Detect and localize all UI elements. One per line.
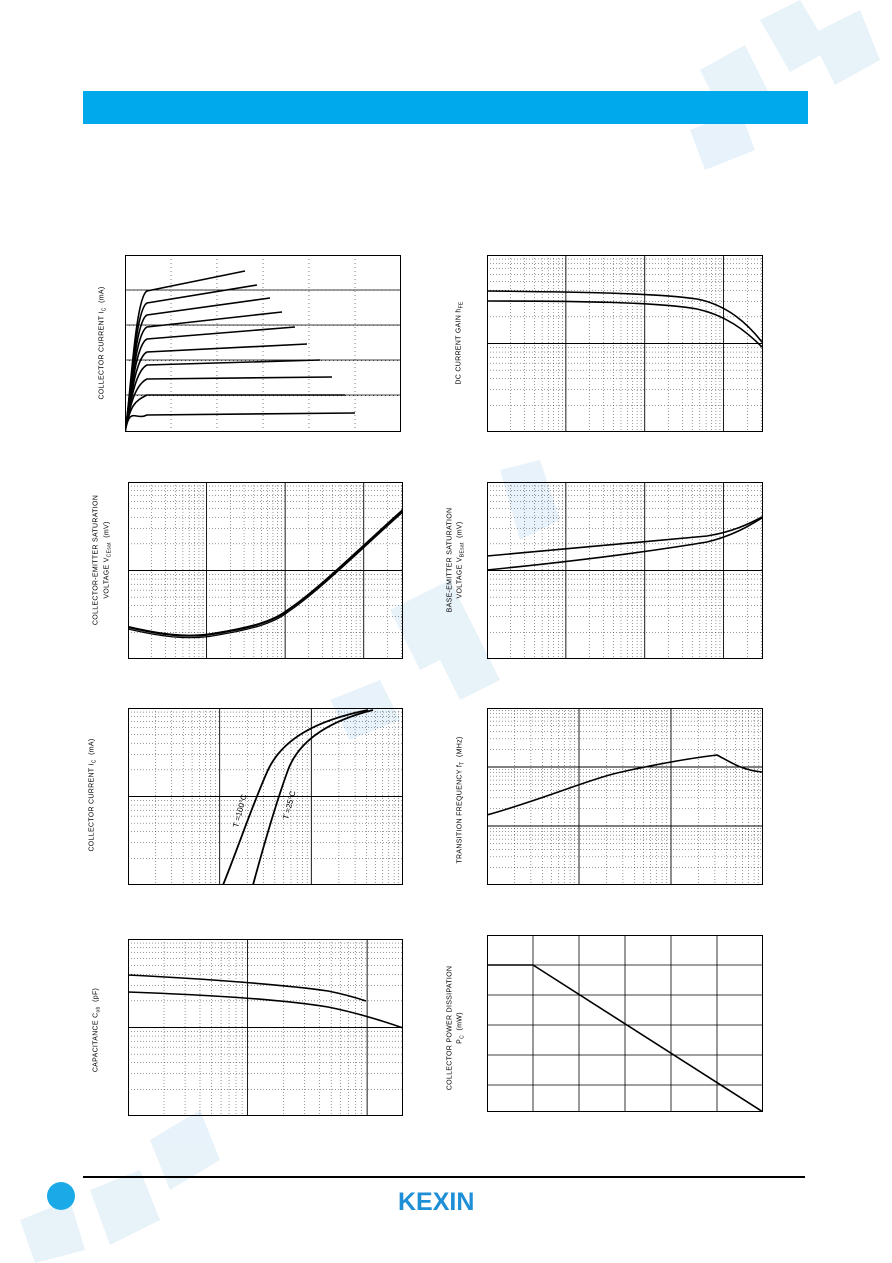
chart-ic-vbe: T =100°C T =25°C — [128, 708, 403, 885]
chart-pc — [487, 935, 763, 1112]
ylabel-vcesat-2: VOLTAGE VCEsat (mV) — [103, 521, 113, 599]
ylabel-ft: TRANSITION FREQUENCY fT (MHz) — [456, 736, 466, 864]
ylabel-ic-vce: COLLECTOR CURRENT IC (mA) — [98, 286, 108, 400]
header-bar — [83, 91, 808, 124]
chart-vbesat — [487, 482, 763, 659]
ylabel-ic-vbe: COLLECTOR CURRENT IC (mA) — [88, 738, 98, 852]
ylabel-pc-2: PC (mW) — [456, 1012, 466, 1044]
chart-hfe — [487, 255, 763, 432]
ylabel-hfe: DC CURRENT GAIN hFE — [455, 301, 465, 385]
chart-vcesat — [128, 482, 403, 659]
ylabel-vcesat: COLLECTOR-EMITTER SATURATION — [92, 494, 100, 626]
ylabel-pc: COLLECTOR POWER DISSIPATION — [446, 965, 454, 1091]
chart-cap — [128, 939, 403, 1116]
logo-text: KEXIN — [398, 1188, 474, 1214]
chart-ic-vce — [125, 255, 401, 432]
ylabel-vbesat: BASE-EMITTER SATURATION — [446, 507, 454, 613]
footer-rule — [83, 1176, 805, 1178]
kexin-logo: KEXIN — [398, 1188, 474, 1214]
chart-ft — [487, 708, 763, 885]
ylabel-cap: CAPACITANCE Cob (pF) — [92, 987, 102, 1073]
ylabel-vbesat-2: VOLTAGE VBEsat (mV) — [456, 521, 466, 599]
page-marker — [47, 1182, 75, 1210]
